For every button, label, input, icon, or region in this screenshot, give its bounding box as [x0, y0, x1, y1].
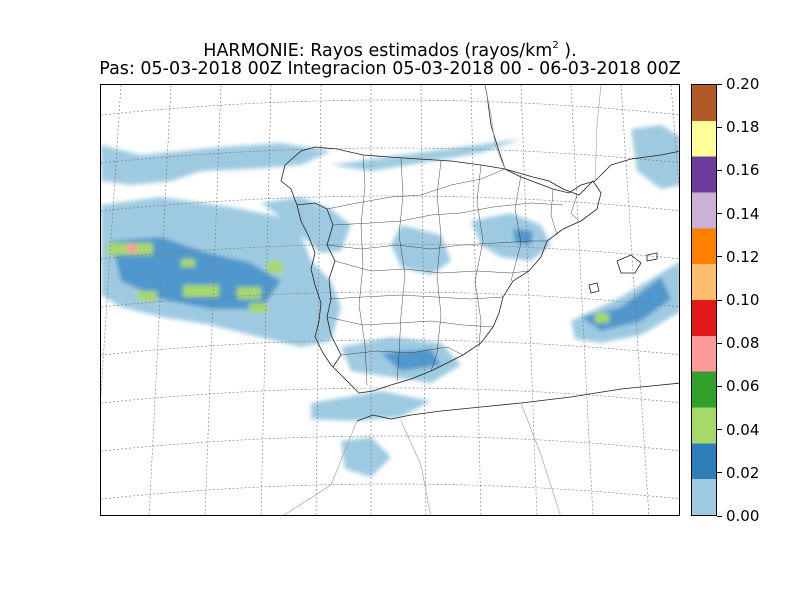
country-border [400, 420, 431, 515]
map-svg [101, 85, 679, 515]
graticule [101, 85, 679, 515]
province-border [332, 202, 564, 226]
france-coast [484, 85, 506, 170]
density-core-aragon [513, 229, 533, 245]
portugal-spain-border [296, 202, 342, 368]
density-cell-high-4 [267, 261, 283, 273]
density-cell-high-6 [249, 303, 267, 313]
parallel-line [101, 291, 679, 308]
colorbar-tick [717, 515, 722, 517]
country-border [283, 420, 358, 515]
province-border [340, 346, 464, 356]
province-border [510, 174, 522, 282]
colorbar-tick [717, 299, 722, 301]
colorbar-tick-label: 0.10 [726, 291, 760, 309]
meridian-line [148, 85, 172, 515]
parallel-line [101, 243, 679, 260]
meridian-line [204, 85, 222, 515]
meridian-line [570, 85, 594, 515]
title-prefix: HARMONIE: Rayos estimados (rayos/km [203, 41, 553, 61]
province-border [474, 164, 484, 348]
density-band-northeast [631, 125, 679, 189]
parallel-line [101, 435, 679, 452]
province-border [358, 154, 368, 386]
colorbar-tick-label: 0.06 [726, 377, 760, 396]
colorbar-tick-label: 0.04 [726, 420, 760, 439]
province-border [430, 160, 442, 372]
meridian-line [470, 85, 482, 515]
meridian-line [101, 85, 122, 399]
colorbar-tick-label: 0.14 [726, 204, 760, 223]
coastlines [280, 85, 679, 422]
foreign-borders [283, 85, 602, 515]
colorbar-tick [717, 169, 722, 171]
density-band-center [391, 225, 451, 275]
country-border [484, 85, 506, 170]
north-africa-coast [356, 382, 679, 422]
density-core-south [381, 349, 441, 371]
mediterranean-france-coast [594, 150, 679, 182]
colorbar-tick [717, 256, 722, 258]
density-band-morocco [341, 437, 391, 477]
colorbar-tick-label: 0.02 [726, 463, 760, 482]
iberian-peninsula-coast [280, 146, 602, 394]
colorbar-tick [717, 429, 722, 431]
density-cell-high-7 [595, 313, 609, 323]
province-borders [326, 154, 580, 386]
meridian-line [315, 85, 322, 515]
colorbar-tick [717, 213, 722, 215]
colorbar-tick-label: 0.12 [726, 247, 760, 266]
menorca [646, 252, 658, 262]
colorbar-tick-label: 0.08 [726, 334, 760, 353]
lightning-density-field [101, 125, 679, 477]
density-cell-high-2 [183, 285, 219, 297]
colorbar-tick [717, 472, 722, 474]
parallel-line [101, 147, 679, 164]
density-cell-peak [127, 245, 137, 253]
province-border [328, 294, 504, 300]
density-band-atlantic-north [101, 143, 331, 185]
parallel-line [101, 387, 679, 404]
ibiza [588, 282, 600, 294]
map-area [100, 84, 680, 516]
density-cell-high-3 [237, 287, 261, 299]
meridian-line [520, 85, 538, 515]
country-border [594, 85, 602, 182]
colorbar-tick [717, 385, 722, 387]
colorbar-tick-label: 0.16 [726, 161, 760, 180]
parallel-line [101, 339, 679, 356]
chart-title: HARMONIE: Rayos estimados (rayos/km2 ). [0, 35, 780, 62]
meridian-line [260, 85, 272, 515]
meridian-line [670, 85, 679, 191]
province-border [334, 260, 530, 274]
title-suffix: ). [558, 41, 577, 61]
colorbar-tick-label: 0.00 [726, 507, 760, 525]
colorbar [691, 84, 717, 516]
density-band-aragon [471, 213, 551, 261]
parallel-line [101, 483, 679, 500]
province-border [396, 158, 406, 382]
colorbar-tick-label: 0.18 [726, 118, 760, 137]
chart-subtitle: Pas: 05-03-2018 00Z Integracion 05-03-20… [99, 59, 681, 79]
colorbar-tick [717, 83, 722, 85]
title-unit-exponent: 2 [552, 40, 559, 51]
province-border [570, 194, 580, 222]
province-border [326, 316, 494, 328]
meridian-line [620, 85, 650, 515]
density-cell-high-5 [137, 291, 157, 301]
density-cell-high-8 [181, 259, 195, 267]
province-border [326, 168, 506, 210]
density-band-north-coast [331, 139, 521, 171]
colorbar-tick-label: 0.20 [726, 75, 760, 93]
colorbar-tick [717, 342, 722, 344]
mallorca [616, 254, 642, 274]
parallel-line [101, 99, 679, 116]
parallel-line [101, 195, 679, 212]
province-border [550, 188, 558, 236]
province-border [326, 240, 547, 250]
country-border [520, 402, 561, 515]
colorbar-tick [717, 126, 722, 128]
meridian-line [420, 85, 427, 515]
